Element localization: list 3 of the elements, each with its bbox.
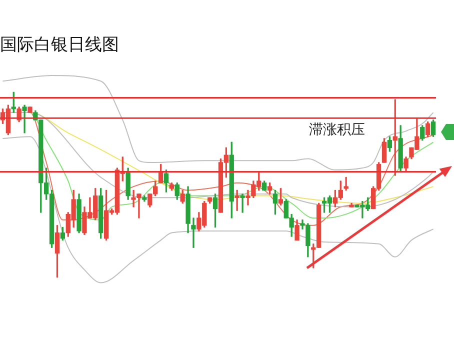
annotation: 滞涨积压 bbox=[309, 121, 365, 139]
chart-title: 国际白银日线图 bbox=[0, 34, 119, 56]
candlestick bbox=[28, 106, 32, 113]
